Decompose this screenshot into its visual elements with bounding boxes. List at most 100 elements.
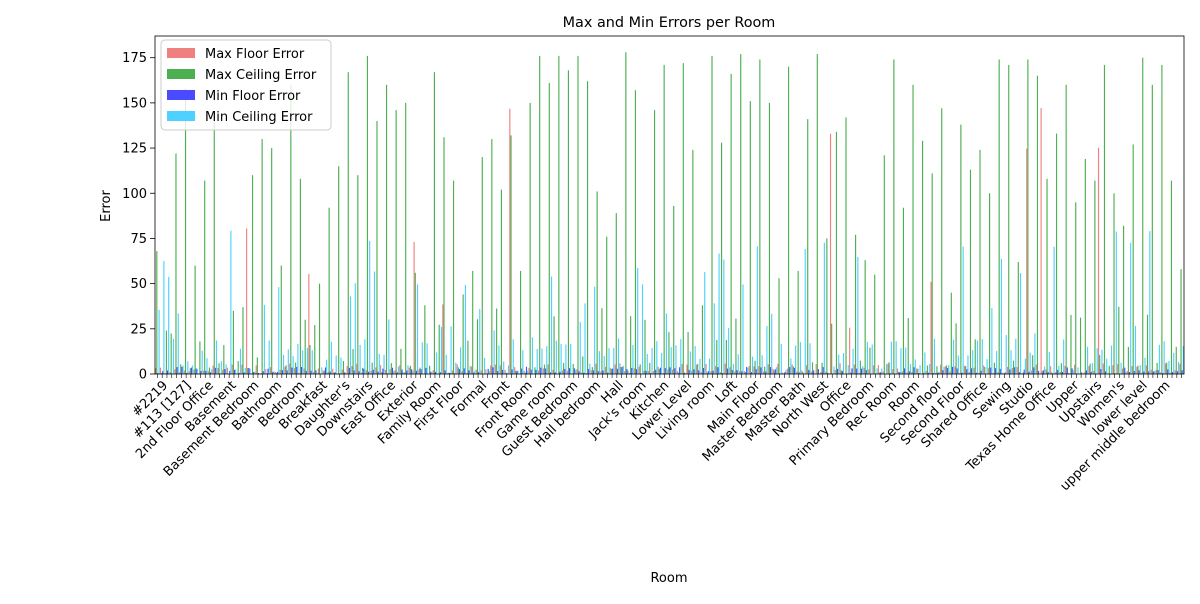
bar-max-ceiling-error: [424, 305, 425, 374]
bar-max-ceiling-error: [300, 179, 301, 374]
bar-max-ceiling-error: [845, 117, 846, 374]
bar-max-floor-error: [514, 367, 515, 374]
bar-max-floor-error: [777, 364, 778, 374]
bar-max-ceiling-error: [1176, 347, 1177, 374]
bar-min-ceiling-error: [656, 341, 657, 374]
bar-max-ceiling-error: [1085, 159, 1086, 374]
bar-min-ceiling-error: [618, 339, 619, 374]
bar-max-ceiling-error: [999, 59, 1000, 374]
bar-min-floor-error: [401, 370, 402, 374]
bar-max-floor-error: [605, 367, 606, 374]
bar-max-floor-error: [610, 368, 611, 374]
bar-max-ceiling-error: [242, 307, 243, 374]
bar-min-ceiling-error: [781, 344, 782, 374]
bar-max-floor-error: [342, 370, 343, 374]
y-tick-label: 100: [122, 187, 147, 202]
bar-max-ceiling-error: [496, 308, 497, 374]
bar-max-floor-error: [543, 369, 544, 374]
bar-min-floor-error: [512, 369, 513, 374]
bar-max-floor-error: [964, 366, 965, 374]
bar-min-floor-error: [703, 368, 704, 374]
bar-max-floor-error: [1136, 367, 1137, 374]
y-tick-label: 175: [122, 51, 147, 66]
bar-max-ceiling-error: [826, 238, 827, 374]
bar-min-floor-error: [990, 368, 991, 374]
bar-min-ceiling-error: [383, 355, 384, 374]
bar-min-ceiling-error: [948, 365, 949, 374]
bar-max-floor-error: [830, 134, 831, 374]
bar-max-floor-error: [380, 365, 381, 374]
bar-min-ceiling-error: [393, 371, 394, 374]
bar-min-floor-error: [1033, 367, 1034, 374]
bar-max-floor-error: [686, 365, 687, 374]
bar-max-ceiling-error: [520, 271, 521, 374]
bar-max-floor-error: [639, 367, 640, 374]
bar-min-floor-error: [617, 369, 618, 374]
bar-max-floor-error: [595, 364, 596, 374]
bar-min-ceiling-error: [953, 340, 954, 374]
bar-min-ceiling-error: [704, 272, 705, 374]
bar-min-ceiling-error: [1025, 359, 1026, 374]
bar-max-floor-error: [184, 370, 185, 374]
bar-min-ceiling-error: [651, 348, 652, 374]
bar-max-ceiling-error: [1152, 85, 1153, 374]
bar-max-floor-error: [768, 364, 769, 374]
bar-min-floor-error: [713, 371, 714, 374]
bar-max-ceiling-error: [391, 363, 392, 374]
bar-max-ceiling-error: [606, 237, 607, 374]
bar-min-ceiling-error: [336, 356, 337, 374]
bar-max-ceiling-error: [209, 367, 210, 374]
bar-min-ceiling-error: [240, 349, 241, 374]
bar-max-floor-error: [509, 109, 510, 374]
bar-min-floor-error: [1100, 369, 1101, 374]
bar-min-floor-error: [382, 369, 383, 374]
bar-max-ceiling-error: [764, 367, 765, 374]
bar-max-floor-error: [600, 371, 601, 374]
bar-min-ceiling-error: [929, 364, 930, 374]
bar-min-ceiling-error: [1101, 350, 1102, 374]
bar-max-ceiling-error: [927, 365, 928, 374]
legend-label: Max Floor Error: [205, 47, 305, 62]
bar-min-floor-error: [1167, 369, 1168, 374]
bar-max-floor-error: [1122, 368, 1123, 374]
bar-max-ceiling-error: [1118, 307, 1119, 374]
bar-min-ceiling-error: [503, 362, 504, 374]
bar-min-floor-error: [1182, 370, 1183, 374]
bar-max-ceiling-error: [625, 52, 626, 374]
bar-min-ceiling-error: [934, 339, 935, 374]
bar-max-floor-error: [1098, 148, 1099, 374]
bar-max-ceiling-error: [329, 208, 330, 374]
bar-max-floor-error: [500, 365, 501, 374]
bar-max-floor-error: [1127, 371, 1128, 374]
bar-min-ceiling-error: [690, 351, 691, 374]
bar-max-floor-error: [739, 371, 740, 374]
bar-max-floor-error: [792, 365, 793, 374]
bar-max-ceiling-error: [185, 88, 186, 374]
bar-max-floor-error: [1175, 370, 1176, 374]
bar-min-ceiling-error: [1034, 334, 1035, 374]
bar-max-ceiling-error: [372, 363, 373, 374]
bar-max-floor-error: [1146, 365, 1147, 374]
bar-min-floor-error: [459, 369, 460, 374]
bar-max-floor-error: [863, 368, 864, 374]
bar-min-floor-error: [952, 367, 953, 374]
bar-min-ceiling-error: [905, 348, 906, 374]
bar-min-ceiling-error: [412, 371, 413, 374]
bar-max-floor-error: [749, 366, 750, 374]
bar-min-ceiling-error: [1159, 345, 1160, 374]
bar-min-floor-error: [942, 370, 943, 374]
bar-min-ceiling-error: [881, 369, 882, 374]
bar-min-ceiling-error: [517, 371, 518, 374]
bar-min-floor-error: [1014, 367, 1015, 374]
bar-max-floor-error: [452, 370, 453, 374]
bar-max-floor-error: [323, 371, 324, 374]
bar-max-ceiling-error: [1018, 262, 1019, 374]
bar-min-ceiling-error: [1130, 243, 1131, 374]
bar-min-ceiling-error: [738, 354, 739, 374]
bar-max-ceiling-error: [247, 368, 248, 374]
bar-min-ceiling-error: [843, 353, 844, 374]
bar-max-floor-error: [495, 365, 496, 374]
bar-min-ceiling-error: [575, 370, 576, 374]
bar-min-floor-error: [971, 368, 972, 374]
bar-max-floor-error: [677, 371, 678, 374]
